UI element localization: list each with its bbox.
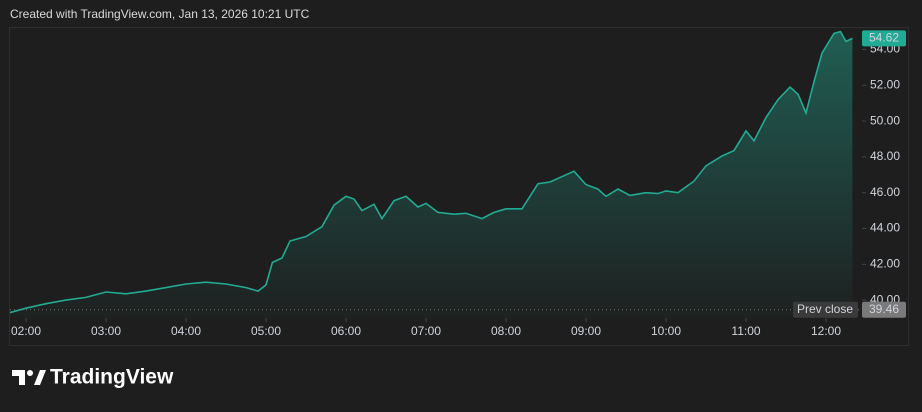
y-tick-label: 50.00: [870, 113, 900, 127]
x-tick-label: 12:00: [811, 324, 841, 338]
header-text: Created with TradingView.com, Jan 13, 20…: [10, 7, 310, 21]
last-price-value: 54.62: [869, 31, 899, 45]
y-tick-label: 48.00: [870, 149, 900, 163]
x-tick-label: 07:00: [411, 324, 441, 338]
panel-border: [9, 27, 909, 346]
last-price-badge: [862, 30, 906, 47]
x-tick-label: 10:00: [651, 324, 681, 338]
y-tick-label: 44.00: [870, 221, 900, 235]
logo: [12, 370, 46, 385]
area-fill: [10, 31, 853, 318]
logo-mark: [34, 370, 46, 385]
y-tick-label: 52.00: [870, 77, 900, 91]
x-tick-label: 05:00: [251, 324, 281, 338]
plot-area: [10, 30, 853, 318]
brand-name: TradingView: [50, 366, 174, 389]
x-tick-label: 03:00: [91, 324, 121, 338]
prev-close-tag: [793, 301, 858, 318]
prev-close-value: 39.46: [869, 302, 899, 316]
prev-close-badge: [862, 301, 906, 318]
x-tick-label: 11:00: [731, 324, 760, 338]
x-tick-label: 09:00: [571, 324, 601, 338]
x-tick-label: 02:00: [11, 324, 41, 338]
x-tick-label: 06:00: [331, 324, 361, 338]
prev-close-label: Prev close: [797, 302, 853, 316]
x-tick-label: 04:00: [171, 324, 201, 338]
y-tick-label: 46.00: [870, 185, 900, 199]
x-tick-label: 08:00: [491, 324, 521, 338]
y-tick-label: 42.00: [870, 256, 900, 270]
logo-mark: [12, 370, 25, 385]
logo-mark: [27, 370, 33, 376]
price-line: [10, 30, 853, 314]
